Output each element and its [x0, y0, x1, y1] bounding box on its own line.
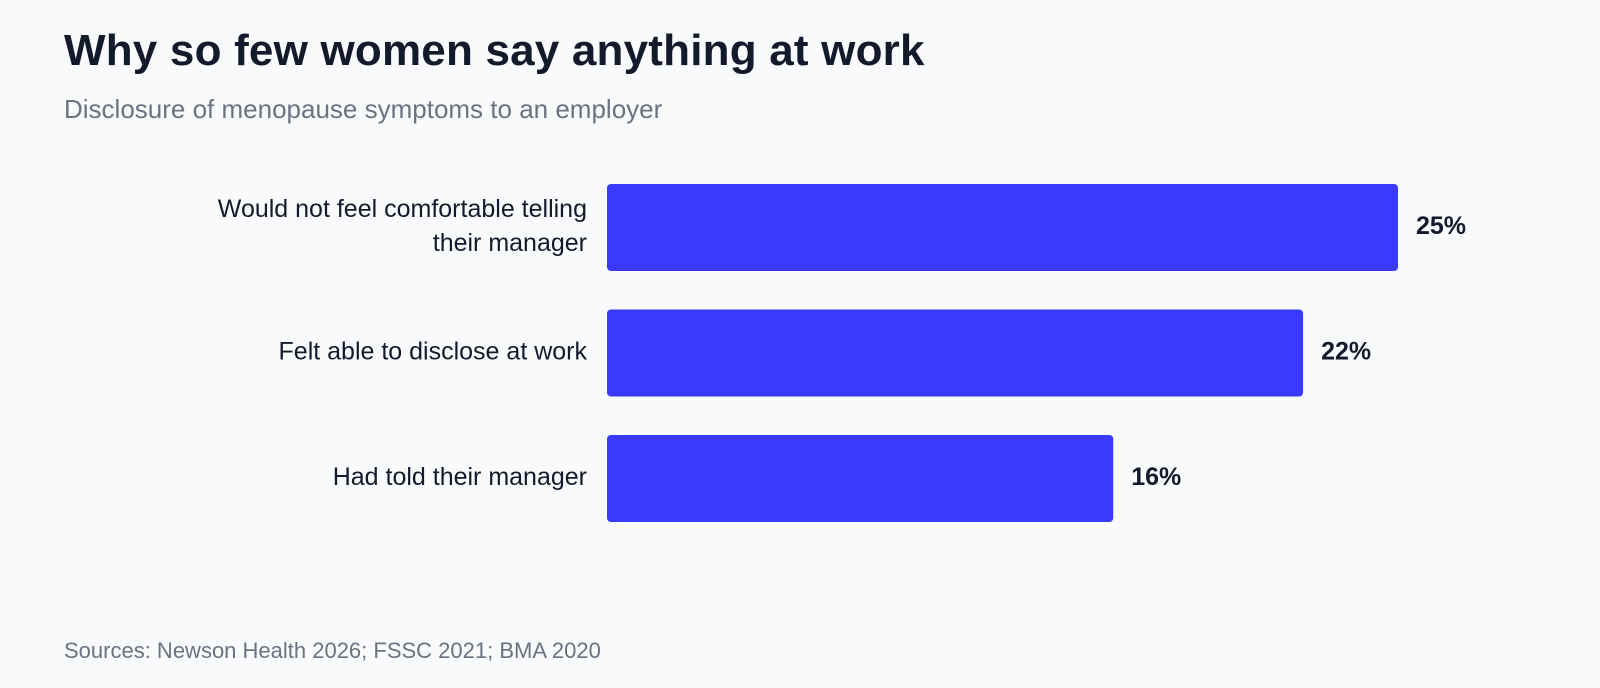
category-label-1: Felt able to disclose at work	[279, 338, 588, 366]
bar-2	[607, 435, 1114, 522]
category-label-line: their manager	[433, 229, 587, 257]
value-label-2: 16%	[1131, 463, 1181, 491]
source-note: Sources: Newson Health 2026; FSSC 2021; …	[64, 638, 601, 663]
bar-1	[607, 309, 1304, 397]
category-label-line: Had told their manager	[333, 463, 587, 491]
value-label-1: 22%	[1321, 338, 1371, 366]
chart-subtitle: Disclosure of menopause symptoms to an e…	[64, 94, 663, 124]
category-label-line: Would not feel comfortable telling	[218, 195, 587, 223]
value-label-0: 25%	[1416, 212, 1466, 240]
category-label-0: Would not feel comfortable telling their …	[218, 195, 587, 257]
category-label-line: Felt able to disclose at work	[279, 338, 588, 366]
chart-title: Why so few women say anything at work	[64, 26, 925, 75]
bar-0	[607, 184, 1398, 271]
category-label-2: Had told their manager	[333, 463, 587, 491]
